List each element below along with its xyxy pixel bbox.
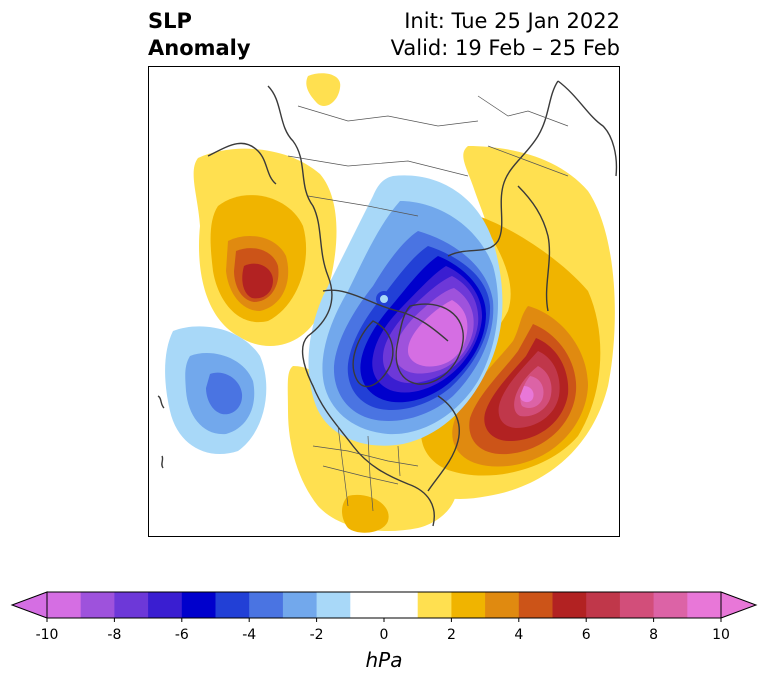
colorbar-segment bbox=[384, 592, 419, 618]
colorbar-segment bbox=[687, 592, 722, 618]
colorbar-segment bbox=[451, 592, 486, 618]
colorbar-segment bbox=[619, 592, 655, 618]
colorbar-segments bbox=[10, 591, 758, 619]
coastlines bbox=[157, 80, 618, 527]
colorbar-segment bbox=[114, 592, 149, 618]
colorbar-segment bbox=[653, 592, 688, 618]
colorbar-segment bbox=[485, 592, 520, 618]
forecast-dates: Init: Tue 25 Jan 2022 Valid: 19 Feb – 25… bbox=[391, 8, 620, 62]
colorbar-tick-label: -4 bbox=[242, 627, 256, 643]
colorbar-tick-label: 6 bbox=[582, 627, 591, 643]
colorbar-segment bbox=[249, 592, 284, 618]
colorbar-tick-label: 4 bbox=[514, 627, 523, 643]
colorbar-unit: hPa bbox=[366, 648, 403, 672]
northern-positive-patch bbox=[306, 73, 341, 107]
colorbar-tick-label: -2 bbox=[310, 627, 324, 643]
variable-name: SLP bbox=[148, 9, 192, 33]
colorbar-segment bbox=[586, 592, 621, 618]
colorbar-tick-label: 2 bbox=[447, 627, 456, 643]
pacific-positive-anomaly bbox=[193, 148, 337, 346]
colorbar-segment bbox=[80, 592, 115, 618]
map-frame bbox=[148, 66, 620, 537]
colorbar-tick-label: 0 bbox=[380, 627, 389, 643]
pacific-negative-anomaly bbox=[165, 326, 267, 455]
colorbar-tick-label: -8 bbox=[107, 627, 121, 643]
arctic-negative-anomaly bbox=[308, 175, 503, 446]
valid-range: Valid: 19 Feb – 25 Feb bbox=[390, 36, 620, 60]
colorbar-segment bbox=[316, 592, 351, 618]
colorbar-tick-label: 8 bbox=[649, 627, 658, 643]
colorbar-ticks: -10 -8 -6 -4 -2 0 2 4 6 8 10 bbox=[36, 618, 730, 643]
colorbar-tick-label: -10 bbox=[36, 627, 59, 643]
colorbar-segment bbox=[282, 592, 318, 618]
colorbar-extend-max bbox=[720, 591, 758, 619]
political-borders bbox=[287, 95, 569, 512]
colorbar-segment bbox=[518, 592, 553, 618]
colorbar-segment bbox=[417, 592, 452, 618]
colorbar-segment bbox=[552, 592, 587, 618]
colorbar-tick-label: 10 bbox=[712, 627, 730, 643]
variable-type: Anomaly bbox=[148, 36, 251, 60]
colorbar-segment bbox=[181, 592, 216, 618]
colorbar-segment bbox=[215, 592, 250, 618]
colorbar: -10 -8 -6 -4 -2 0 2 4 6 8 10 hPa bbox=[10, 591, 758, 672]
colorbar-segment bbox=[47, 592, 82, 618]
colorbar-segment bbox=[148, 592, 183, 618]
colorbar-segment bbox=[350, 592, 385, 618]
colorbar-tick-label: -6 bbox=[175, 627, 189, 643]
chart-title: SLP Anomaly bbox=[148, 8, 251, 62]
init-date: Init: Tue 25 Jan 2022 bbox=[404, 9, 620, 33]
slp-anomaly-map bbox=[148, 66, 620, 537]
colorbar-extend-min bbox=[10, 591, 48, 619]
